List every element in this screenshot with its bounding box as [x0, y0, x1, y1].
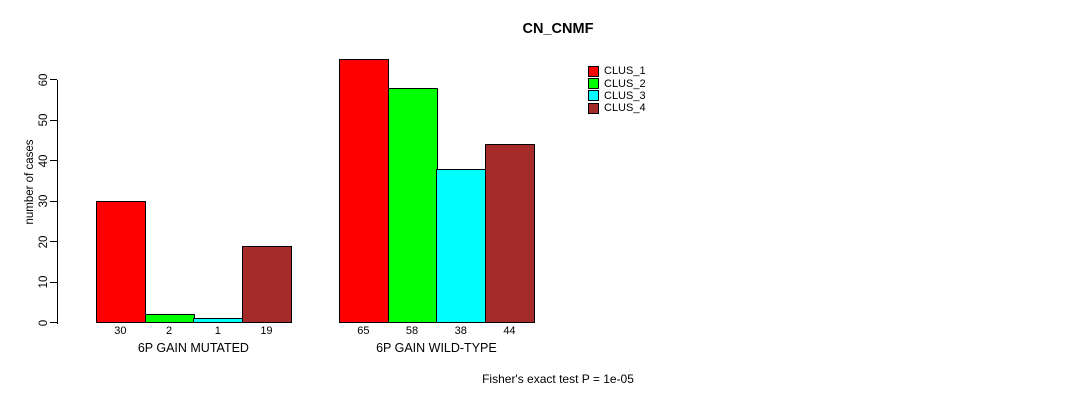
category-label: 6P GAIN WILD-TYPE	[376, 341, 497, 355]
y-tick-label: 10	[38, 275, 50, 289]
bar-clus_4	[485, 144, 535, 323]
bar-clus_3	[436, 169, 486, 323]
y-axis-label: number of cases	[24, 139, 36, 225]
footnote: Fisher's exact test P = 1e-05	[482, 372, 634, 386]
y-tick	[50, 119, 57, 121]
y-tick-label: 60	[38, 73, 50, 86]
legend: CLUS_1 CLUS_2 CLUS_3 CLUS_4	[588, 65, 646, 115]
y-tick	[50, 322, 57, 323]
bar-clus_3	[193, 318, 243, 323]
y-tick-label: 20	[38, 235, 50, 248]
y-tick-label: 0	[38, 319, 50, 326]
y-tick	[50, 241, 57, 242]
y-tick	[50, 160, 57, 161]
bar-value-label: 44	[503, 324, 516, 337]
y-tick	[50, 79, 57, 80]
bar-value-label: 1	[214, 324, 221, 337]
bar-clus_2	[388, 88, 438, 323]
y-tick-label: 40	[38, 154, 50, 167]
bar-clus_2	[145, 314, 195, 323]
legend-swatch-icon	[588, 102, 599, 114]
y-axis-line	[57, 79, 58, 324]
category-label: 6P GAIN MUTATED	[137, 341, 249, 355]
y-tick-label: 50	[38, 113, 50, 127]
legend-label: CLUS_3	[604, 89, 646, 102]
legend-swatch-icon	[588, 65, 599, 77]
y-tick	[50, 281, 57, 283]
bar-value-label: 38	[454, 324, 467, 337]
y-tick-label: 30	[38, 194, 50, 208]
bar-clus_1	[339, 59, 389, 323]
bar-value-label: 65	[357, 324, 370, 337]
legend-swatch-icon	[588, 78, 599, 90]
legend-swatch-icon	[588, 90, 599, 102]
bar-value-label: 58	[405, 324, 419, 337]
legend-item-clus_3: CLUS_3	[588, 89, 646, 102]
legend-label: CLUS_4	[604, 102, 646, 115]
y-tick	[50, 200, 57, 202]
legend-item-clus_4: CLUS_4	[588, 102, 646, 115]
chart-title: CN_CNMF	[522, 21, 594, 37]
legend-label: CLUS_1	[604, 65, 646, 78]
bar-clus_4	[242, 246, 292, 323]
legend-item-clus_2: CLUS_2	[588, 77, 646, 90]
bar-value-label: 2	[165, 324, 173, 337]
legend-item-clus_1: CLUS_1	[588, 65, 646, 78]
legend-label: CLUS_2	[604, 77, 646, 90]
bar-value-label: 30	[114, 324, 127, 337]
bar-clus_1	[96, 201, 146, 323]
bar-value-label: 19	[260, 324, 273, 337]
